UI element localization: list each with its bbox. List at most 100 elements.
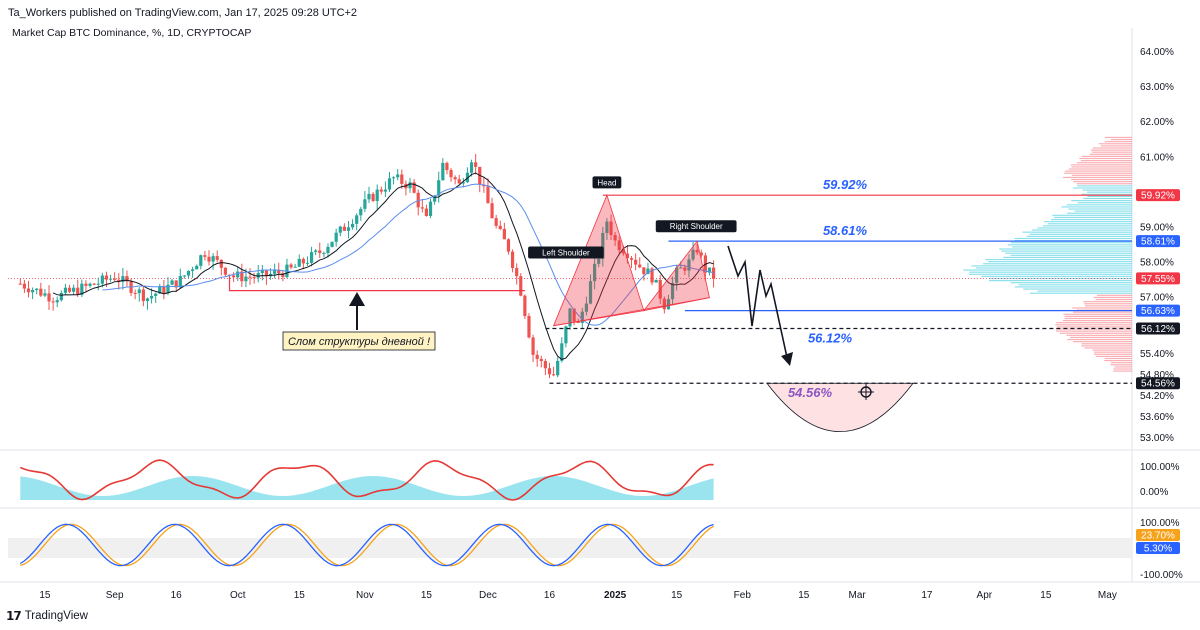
candle-body [187,271,190,276]
volume-profile-bar [1057,326,1132,327]
volume-profile-bar [1054,217,1132,218]
candle-body [253,277,256,278]
volume-profile-bar [1114,366,1132,367]
candle-body [244,277,247,282]
volume-profile-bar [1052,215,1132,216]
projection-path [728,246,788,362]
candle-body [154,294,157,296]
candle-body [35,289,38,290]
candle-body [101,276,104,284]
candle-body [191,269,194,271]
candle-body [425,209,428,216]
price-badge-text: 54.56% [1141,379,1175,390]
price-badge-text: 56.12% [1141,324,1175,335]
volume-profile-bar [1083,198,1132,199]
candle-body [52,301,55,302]
candle-body [216,256,219,260]
volume-profile-bar [983,263,1132,264]
volume-profile-bar [1072,307,1132,308]
volume-profile-bar [982,276,1132,277]
volume-profile-bar [1105,137,1132,138]
volume-profile-bar [988,261,1132,262]
candle-body [27,289,30,293]
osc2-tick-label: -100.00% [1140,570,1183,581]
y-tick-label: 59.00% [1140,222,1174,233]
candle-body [335,233,338,242]
volume-profile-bar [1008,244,1132,245]
volume-profile-bar [1022,232,1132,233]
volume-profile-bar [969,274,1132,275]
candle-body [60,293,63,300]
candle-body [23,284,26,289]
volume-profile-bar [1084,303,1132,304]
volume-profile-bar [1027,236,1132,237]
candle-body [355,215,358,224]
x-tick-label: 16 [171,590,183,601]
x-tick-label: 16 [544,590,556,601]
volume-profile-bar [1060,333,1132,334]
projection-arrow-icon [781,352,793,366]
candle-body [540,359,543,361]
volume-profile-bar [1092,152,1132,153]
x-tick-label: Apr [977,590,993,601]
volume-profile-bar [985,259,1132,260]
candle-body [544,361,547,368]
candle-body [400,174,403,183]
candle-body [64,288,67,293]
candle-body [499,226,502,229]
candle-body [142,289,145,301]
volume-profile-bar [1065,318,1132,319]
y-tick-label: 62.00% [1140,117,1174,128]
volume-profile-bar [1005,253,1132,254]
volume-profile-bar [1101,145,1132,146]
volume-profile-bar [1010,255,1132,256]
candle-body [273,271,276,274]
candle-body [84,284,87,286]
osc2-tick-label: 100.00% [1140,518,1180,529]
volume-profile-bar [1037,291,1132,292]
candle-body [515,268,518,276]
volume-profile-bar [1105,141,1132,142]
candle-body [441,163,444,180]
candle-body [248,277,251,278]
volume-profile-bar [1055,324,1132,325]
level-label: 56.12% [808,331,853,346]
candle-body [306,263,309,264]
volume-profile-bar [1056,322,1132,323]
candle-body [536,355,539,359]
volume-profile-bar [1015,286,1132,287]
candle-body [314,250,317,252]
price-badge-text: 57.55% [1141,274,1175,285]
head-label: Head [597,178,616,187]
volume-profile-bar [1083,301,1132,302]
candle-body [93,284,96,285]
candle-body [134,293,137,294]
volume-profile-bar [1073,181,1132,182]
candle-body [376,190,379,201]
volume-profile-bar [989,280,1132,281]
x-tick-label: 15 [294,590,306,601]
volume-profile-bar [1032,229,1132,230]
level-label: 59.92% [823,177,868,192]
candle-body [19,284,22,285]
volume-profile-bar [1023,288,1132,289]
x-tick-label: 17 [921,590,933,601]
candle-body [507,239,510,251]
candle-body [655,280,658,283]
volume-profile-bar [1056,331,1132,332]
candle-body [294,267,297,268]
volume-profile-bar [1084,347,1132,348]
head-triangle [554,195,644,326]
level-label: 58.61% [823,223,868,238]
x-tick-label: May [1098,590,1117,601]
candle-body [68,288,71,292]
x-tick-label: 15 [421,590,433,601]
candle-body [421,207,424,208]
volume-profile-bar [1014,238,1132,239]
candle-body [642,267,645,274]
volume-profile-bar [1063,177,1132,178]
osc2-badge-text: 5.30% [1144,544,1172,555]
volume-profile-bar [1094,297,1132,298]
x-tick-label: Oct [230,590,246,601]
